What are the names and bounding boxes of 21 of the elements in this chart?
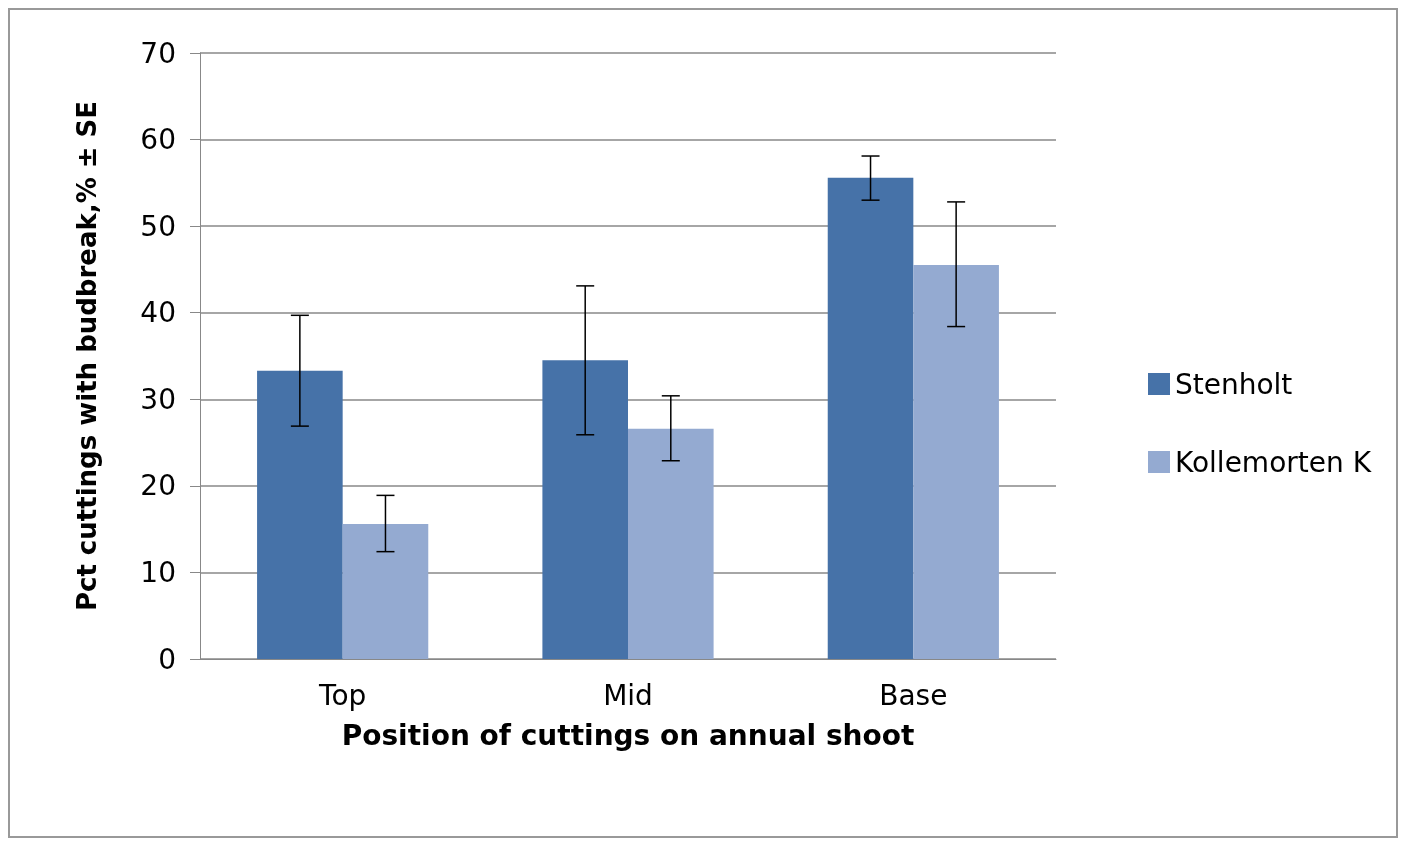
bar	[542, 360, 628, 659]
legend-label: Kollemorten K	[1174, 445, 1372, 479]
x-axis-title: Position of cuttings on annual shoot	[341, 718, 915, 752]
bar	[827, 177, 914, 659]
x-tick-label: Base	[879, 678, 948, 712]
y-tick-label: 0	[158, 642, 176, 676]
y-tick-label: 10	[140, 555, 176, 589]
bar	[628, 428, 714, 659]
y-tick-label: 40	[140, 296, 176, 330]
y-tick-label: 60	[140, 123, 176, 157]
x-tick-label: Top	[318, 678, 367, 712]
y-axis-title: Pct cuttings with budbreak,% ± SE	[72, 100, 102, 612]
legend-label: Stenholt	[1174, 367, 1293, 401]
y-tick-label: 30	[140, 382, 176, 416]
bar	[913, 265, 999, 659]
y-tick-label: 50	[140, 209, 176, 243]
y-tick-label: 20	[140, 469, 176, 503]
y-tick-label: 70	[140, 36, 176, 70]
bar	[257, 370, 343, 659]
bar	[342, 523, 429, 659]
x-tick-label: Mid	[603, 678, 653, 712]
